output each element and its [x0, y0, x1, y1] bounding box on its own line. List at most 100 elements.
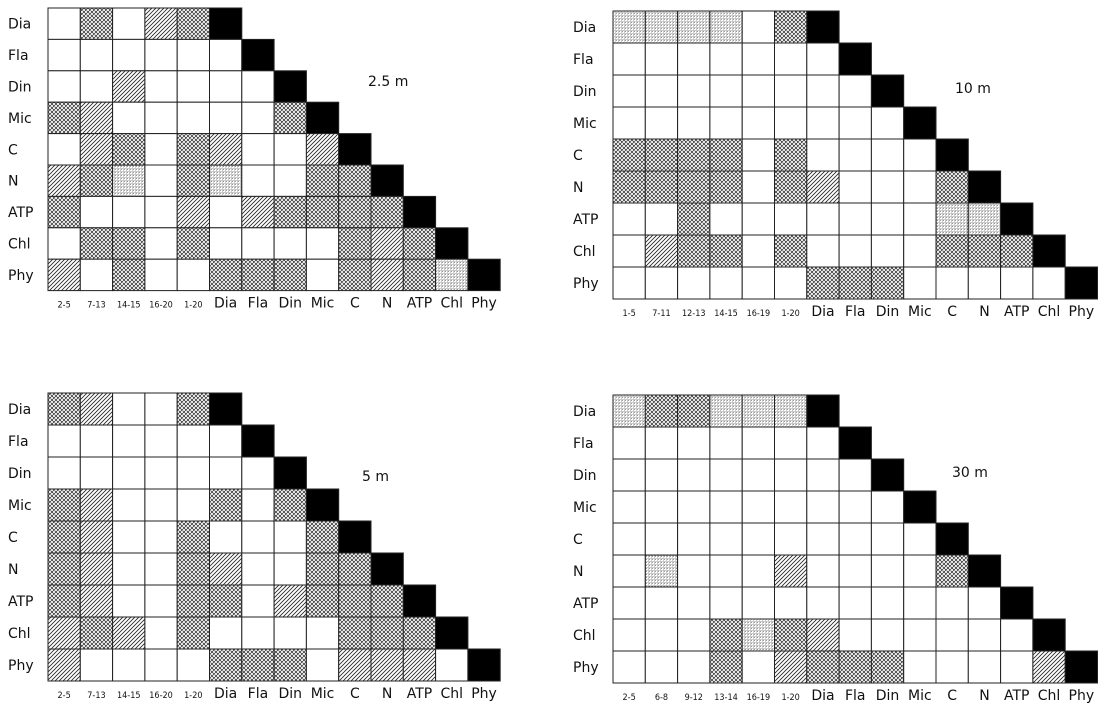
matrix-cell [870, 586, 905, 620]
matrix-cell [47, 258, 81, 292]
row-label: Phy [8, 658, 34, 674]
matrix-cell [903, 522, 937, 556]
diagonal-cell [1032, 234, 1066, 268]
matrix-cell [112, 488, 146, 522]
matrix-cell [209, 520, 243, 554]
matrix-cell [402, 616, 437, 650]
matrix-cell [806, 586, 840, 620]
matrix-cell [967, 234, 1002, 268]
matrix-cell [241, 227, 275, 260]
diagonal-cell [241, 424, 275, 458]
diagonal-cell [305, 101, 340, 135]
column-label: 2-5 [623, 693, 636, 703]
matrix-cell [644, 42, 679, 76]
row-label: Dia [573, 20, 596, 36]
matrix-cell [112, 424, 146, 458]
matrix-cell [176, 195, 210, 229]
matrix-cell [241, 584, 275, 618]
matrix-cell [144, 101, 178, 135]
column-label: Din [278, 686, 302, 702]
matrix-cell [338, 258, 372, 292]
column-label: 2-5 [58, 691, 71, 701]
matrix-cell [806, 106, 840, 140]
matrix-cell [806, 170, 840, 204]
column-label: N [382, 296, 392, 312]
depth-label: 10 m [955, 81, 991, 97]
matrix-cell [774, 618, 808, 652]
matrix-cell [47, 616, 81, 650]
matrix-cell [176, 70, 210, 103]
matrix-cell [903, 138, 937, 172]
diagonal-cell [935, 522, 969, 556]
matrix-cell [967, 586, 1002, 620]
matrix-cell [935, 202, 969, 236]
matrix-cell [79, 101, 114, 135]
matrix-cell [935, 650, 969, 684]
matrix-cell [644, 554, 679, 588]
matrix-cell [644, 586, 679, 620]
matrix-cell [176, 648, 210, 682]
matrix-cell [612, 74, 646, 108]
matrix-cell [677, 394, 711, 428]
matrix-cell [112, 133, 146, 166]
matrix-cell [112, 552, 146, 586]
row-label: ATP [8, 205, 33, 221]
column-label: Mic [311, 686, 335, 702]
matrix-cell [144, 227, 178, 260]
row-label: Mic [8, 111, 32, 127]
column-label: Phy [1069, 688, 1095, 704]
matrix-cell [838, 490, 872, 524]
matrix-cell [209, 552, 243, 586]
column-label: Dia [214, 296, 237, 312]
row-label: N [573, 180, 583, 196]
matrix-cell [644, 426, 679, 460]
matrix-cell [112, 227, 146, 260]
matrix-cell [79, 616, 114, 650]
column-label: Chl [1038, 688, 1061, 704]
matrix-cell [741, 426, 776, 460]
matrix-cell [774, 586, 808, 620]
matrix-cell [935, 266, 969, 300]
matrix-cell [176, 38, 210, 72]
matrix-cell [612, 202, 646, 236]
matrix-cell [612, 394, 646, 428]
matrix-cell [241, 101, 275, 135]
matrix-cell [806, 266, 840, 300]
matrix-cell [774, 74, 808, 108]
matrix-cell [273, 227, 307, 260]
row-label: Mic [8, 498, 32, 514]
matrix-cell [1000, 234, 1034, 268]
matrix-cell [79, 70, 114, 103]
matrix-cell [176, 164, 210, 197]
diagonal-cell [402, 195, 437, 229]
matrix-cell [741, 618, 776, 652]
matrix-cell [47, 7, 81, 40]
row-label: ATP [573, 212, 598, 228]
matrix-cell [838, 138, 872, 172]
row-label: Fla [573, 436, 594, 452]
matrix-cell [774, 266, 808, 300]
matrix-cell [709, 170, 743, 204]
matrix-cell [677, 490, 711, 524]
matrix-cell [774, 106, 808, 140]
matrix-cell [402, 648, 437, 682]
matrix-cell [709, 586, 743, 620]
matrix-cell [870, 170, 905, 204]
matrix-cell [677, 618, 711, 652]
matrix-cell [176, 101, 210, 135]
matrix-cell [709, 138, 743, 172]
row-label: Mic [573, 116, 597, 132]
matrix-cell [838, 106, 872, 140]
matrix-cell [435, 258, 469, 292]
matrix-cell [774, 234, 808, 268]
matrix-cell [806, 42, 840, 76]
matrix-cell [612, 106, 646, 140]
matrix-cell [144, 133, 178, 166]
matrix-cell [677, 138, 711, 172]
matrix-cell [677, 458, 711, 492]
matrix-cell [709, 10, 743, 44]
matrix-cell [144, 164, 178, 197]
matrix-cell [209, 616, 243, 650]
row-label: Chl [8, 237, 31, 253]
